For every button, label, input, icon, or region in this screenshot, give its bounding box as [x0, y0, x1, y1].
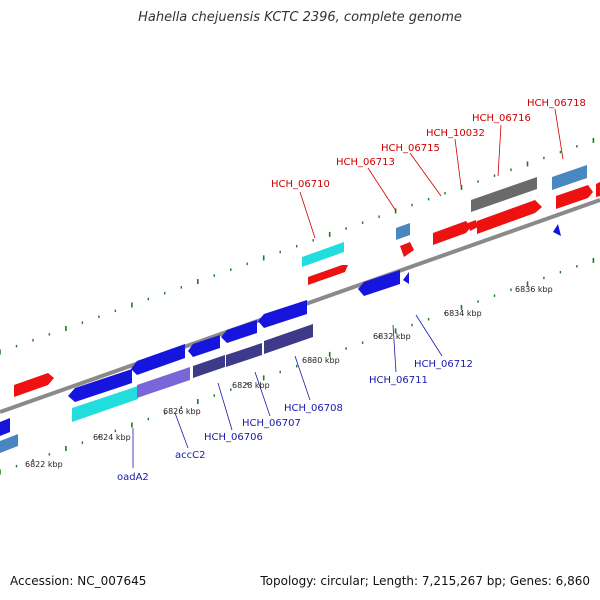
label-oada2[interactable]: oadA2: [117, 472, 149, 483]
gene-accc2-purple[interactable]: [137, 367, 190, 398]
gene-left-edge-blue[interactable]: [0, 418, 10, 436]
gene-hch-06710-red[interactable]: [308, 265, 348, 285]
kbp-tick-labels: 6822 kbp 6824 kbp 6826 kbp 6828 kbp 6830…: [25, 285, 553, 469]
gene-left-red[interactable]: [14, 373, 54, 397]
label-hch-06718[interactable]: HCH_06718: [527, 98, 586, 109]
gene-hch-06707-blue[interactable]: [221, 320, 257, 343]
top-track: [0, 137, 595, 355]
label-hch-06711[interactable]: HCH_06711: [369, 375, 428, 386]
tick-label-6824: 6824 kbp: [93, 433, 131, 442]
tick-label-6832: 6832 kbp: [373, 332, 411, 341]
tick-label-6834: 6834 kbp: [444, 309, 482, 318]
gene-hch-06708-dark[interactable]: [264, 324, 313, 354]
bottom-strand-genes: [0, 224, 561, 453]
gene-oada2-blue[interactable]: [68, 369, 132, 402]
tick-label-6826: 6826 kbp: [163, 407, 201, 416]
gene-hch-06711[interactable]: [358, 270, 400, 296]
label-hch-06706[interactable]: HCH_06706: [204, 432, 263, 443]
gene-hch-10032b[interactable]: [468, 220, 478, 231]
gene-hch-06707-dark[interactable]: [226, 343, 262, 367]
gene-hch-10032[interactable]: [433, 221, 471, 245]
accession-text: Accession: NC_007645: [10, 574, 147, 588]
label-hch-06716[interactable]: HCH_06716: [472, 113, 531, 124]
gene-edge-right[interactable]: [596, 182, 600, 197]
label-hch-06713[interactable]: HCH_06713: [336, 157, 395, 168]
bottom-track: [0, 257, 595, 475]
label-hch-06708[interactable]: HCH_06708: [284, 403, 343, 414]
tick-label-6822: 6822 kbp: [25, 460, 63, 469]
tick-label-6830: 6830 kbp: [302, 356, 340, 365]
label-hch-06707[interactable]: HCH_06707: [242, 418, 301, 429]
gene-hch-06708-blue[interactable]: [258, 300, 307, 328]
label-hch-06710[interactable]: HCH_06710: [271, 179, 330, 190]
gene-right-small-blue[interactable]: [553, 224, 561, 236]
gene-hch-06706-blue[interactable]: [188, 335, 220, 357]
gene-hch-06710-cyan[interactable]: [302, 242, 344, 267]
tick-label-6828: 6828 kbp: [232, 381, 270, 390]
genome-summary-text: Topology: circular; Length: 7,215,267 bp…: [260, 574, 590, 588]
gene-oada2-cyan[interactable]: [72, 386, 138, 422]
label-hch-10032[interactable]: HCH_10032: [426, 128, 485, 139]
gene-hch-06713[interactable]: [396, 223, 410, 240]
gene-hch-06716[interactable]: [477, 200, 542, 234]
bottom-labels: oadA2 accC2 HCH_06706 HCH_06707 HCH_0670…: [117, 359, 473, 483]
gene-hch-06718-red[interactable]: [556, 185, 593, 209]
gene-hch-06718[interactable]: [552, 165, 587, 190]
gene-left-edge-slate[interactable]: [0, 434, 18, 453]
gene-hch-06706-dark[interactable]: [193, 355, 225, 378]
label-hch-06712[interactable]: HCH_06712: [414, 359, 473, 370]
label-hch-06715[interactable]: HCH_06715: [381, 143, 440, 154]
tick-label-6836: 6836 kbp: [515, 285, 553, 294]
gene-accc2-blue[interactable]: [131, 344, 185, 375]
top-labels: HCH_06710 HCH_06713 HCH_06715 HCH_10032 …: [271, 98, 586, 190]
gene-hch-06712[interactable]: [403, 272, 409, 284]
top-leader-lines: [299, 108, 564, 239]
top-strand-genes: [14, 165, 600, 397]
bottom-leader-lines: [132, 314, 443, 468]
gene-hch-06716-gray[interactable]: [471, 177, 537, 212]
gene-hch-06715[interactable]: [400, 242, 414, 257]
label-accc2[interactable]: accC2: [175, 450, 205, 461]
map-title: Hahella chejuensis KCTC 2396, complete g…: [138, 10, 462, 25]
